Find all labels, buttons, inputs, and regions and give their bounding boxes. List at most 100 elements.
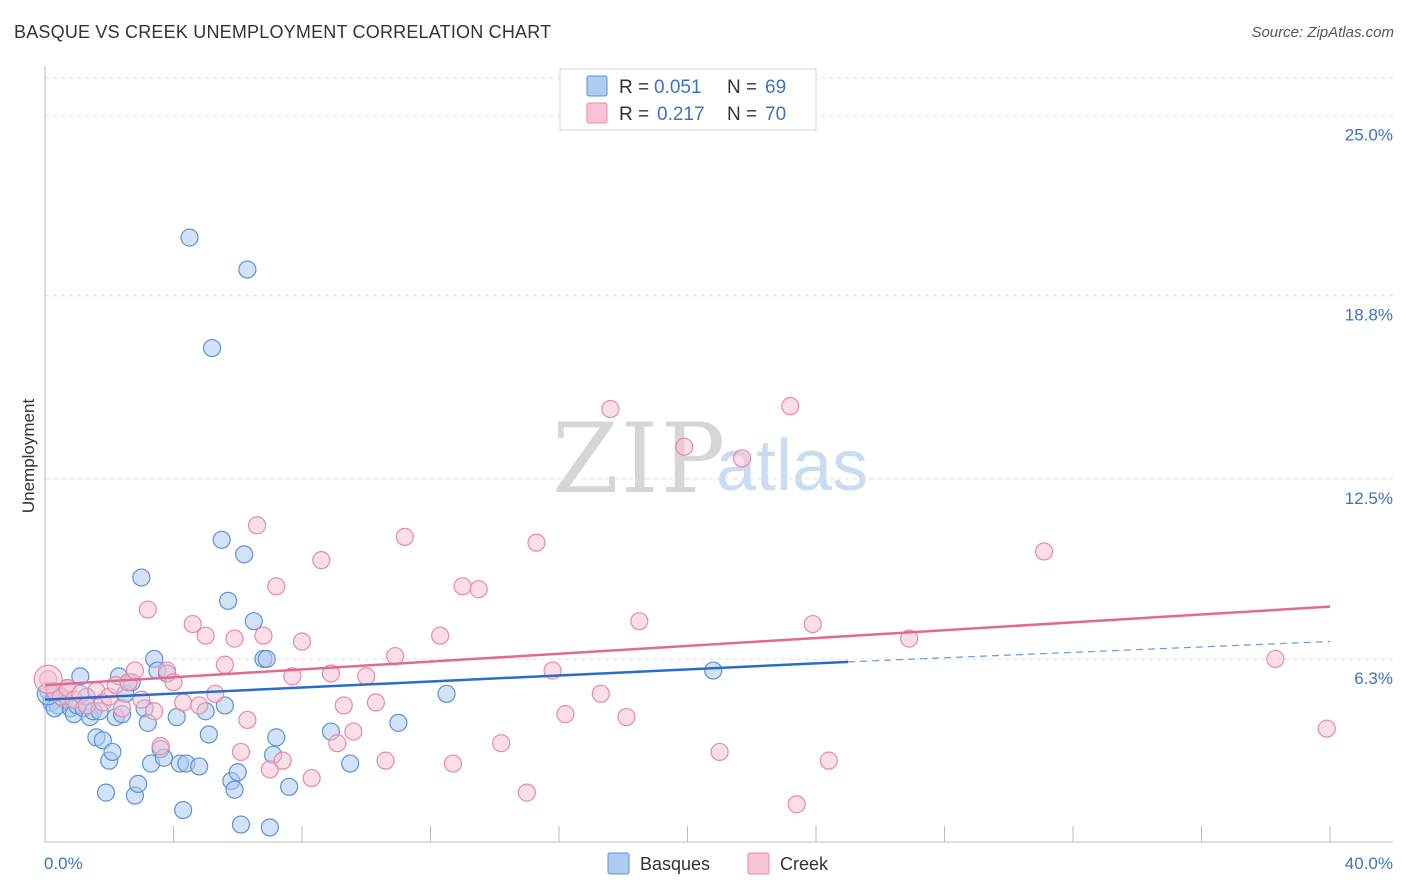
creek-point-17 (151, 737, 170, 756)
y-tick-label-3: 25.0% (1345, 126, 1393, 145)
gridlines (45, 77, 1393, 660)
creek-series-label: Creek (780, 854, 829, 874)
creek-point-60 (675, 437, 694, 456)
creek-point-25 (215, 655, 234, 674)
creek-trend-line (44, 605, 1331, 687)
creek-point-39 (328, 734, 347, 753)
creek-point-63 (781, 397, 800, 416)
basques-point-29 (132, 568, 151, 587)
creek-point-26 (225, 629, 244, 648)
creek-point-29 (247, 516, 267, 535)
creek-point-41 (344, 722, 363, 741)
basques-n-label: N = (727, 77, 757, 98)
basques-point-58 (257, 649, 276, 669)
basques-point-61 (267, 728, 286, 747)
creek-point-49 (453, 577, 472, 596)
y-tick-labels: 6.3% 12.5% 18.8% 25.0% (1345, 126, 1393, 688)
creek-point-6 (77, 696, 96, 715)
creek-point-28 (238, 710, 257, 730)
basques-point-66 (437, 684, 456, 703)
y-tick-label-0: 6.3% (1354, 669, 1393, 688)
stats-legend: R = 0.051 N = 69 R = 0.217 N = 70 (559, 68, 817, 131)
source-credit: Source: ZipAtlas.com (1251, 24, 1394, 41)
creek-point-23 (196, 626, 215, 645)
chart-title: BASQUE VS CREEK UNEMPLOYMENT CORRELATION… (14, 22, 552, 42)
creek-point-51 (492, 734, 511, 753)
creek-point-52 (517, 783, 536, 802)
basques-r-value: 0.051 (654, 77, 702, 98)
basques-point-62 (280, 777, 299, 796)
creek-point-45 (386, 646, 405, 666)
watermark-zip: ZIP (552, 403, 727, 515)
creek-point-13 (125, 661, 145, 680)
creek-point-15 (138, 600, 157, 619)
basques-point-56 (244, 612, 263, 631)
creek-point-20 (174, 693, 193, 712)
creek-point-37 (312, 551, 331, 570)
creek-point-35 (292, 632, 312, 651)
creek-point-32 (267, 577, 286, 596)
basques-series-label: Basques (640, 854, 710, 874)
basques-n-value: 69 (765, 77, 786, 98)
creek-point-62 (733, 449, 752, 468)
y-tick-label-1: 12.5% (1345, 489, 1393, 508)
creek-point-46 (395, 527, 414, 547)
creek-point-68 (1034, 542, 1054, 561)
basques-point-47 (212, 530, 231, 549)
creek-point-70 (1317, 719, 1336, 738)
basques-point-51 (225, 780, 244, 799)
creek-point-24 (206, 684, 225, 703)
basques-legend-swatch (586, 75, 608, 97)
basques-point-46 (202, 338, 222, 358)
creek-n-value: 70 (765, 104, 786, 125)
creek-point-33 (273, 751, 292, 770)
creek-point-31 (260, 760, 279, 779)
x-tick-label-min: 0.0% (44, 854, 83, 873)
basques-trend-extension (848, 640, 1331, 663)
creek-point-56 (591, 684, 610, 703)
creek-point-47 (431, 626, 450, 645)
creek-point-36 (302, 768, 321, 788)
basques-point-18 (96, 783, 116, 802)
creek-point-58 (617, 707, 636, 727)
basques-point-48 (215, 696, 234, 715)
basques-series-swatch (607, 852, 630, 875)
creek-point-57 (601, 399, 620, 419)
creek-series-swatch (747, 852, 770, 875)
axes (44, 66, 1393, 843)
creek-point-66 (819, 751, 838, 770)
basques-point-52 (228, 763, 247, 782)
creek-legend-swatch (586, 102, 608, 124)
creek-point-30 (254, 626, 273, 645)
creek-point-21 (183, 614, 202, 634)
basques-point-64 (341, 754, 360, 773)
creek-point-large (33, 664, 63, 694)
creek-point-55 (556, 705, 575, 724)
series-legend: Basques Creek (607, 852, 829, 875)
basques-point-45 (199, 725, 218, 744)
creek-point-65 (803, 614, 822, 634)
creek-point-69 (1266, 649, 1285, 669)
basques-point-28 (129, 774, 148, 793)
basques-point-42 (180, 228, 199, 247)
basques-point-43 (190, 757, 209, 776)
creek-point-27 (231, 742, 251, 762)
creek-r-value: 0.217 (657, 104, 705, 125)
basques-point-65 (389, 713, 408, 732)
basques-point-67 (704, 661, 723, 680)
creek-point-22 (190, 696, 209, 715)
creek-point-38 (321, 664, 341, 683)
series-basques (36, 228, 723, 837)
trend-lines (44, 605, 1331, 701)
basques-point-20 (103, 742, 122, 762)
x-tick-marks (173, 826, 1331, 842)
basques-trend-line (44, 660, 849, 701)
creek-point-59 (630, 612, 649, 631)
basques-point-59 (260, 818, 279, 837)
creek-point-61 (710, 742, 729, 762)
y-tick-label-2: 18.8% (1345, 306, 1393, 325)
basques-point-17 (93, 731, 112, 750)
creek-point-43 (366, 693, 385, 712)
basques-point-55 (238, 260, 257, 279)
creek-point-67 (900, 629, 919, 648)
